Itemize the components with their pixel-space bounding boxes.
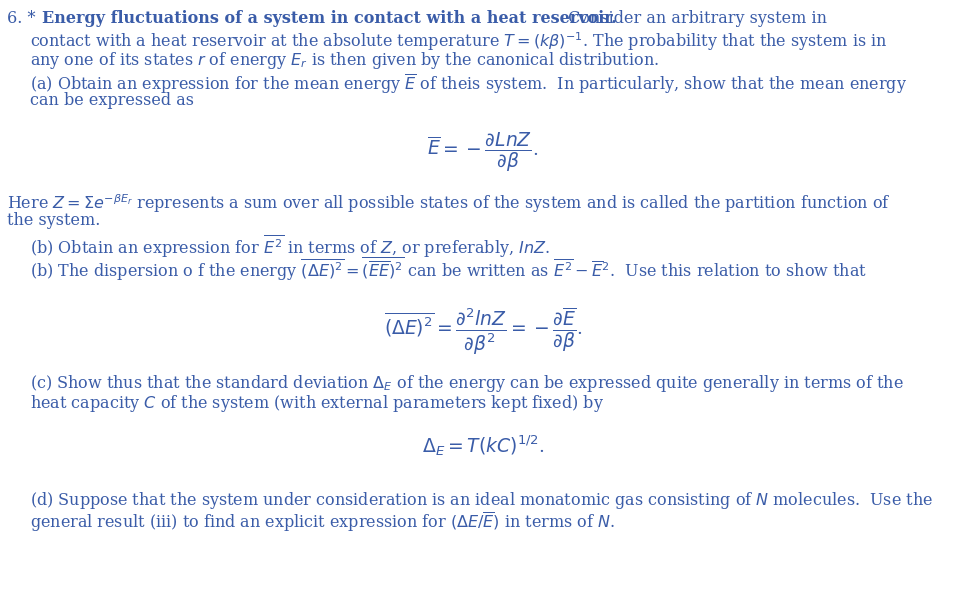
Text: (b) The dispersion o f the energy $\overline{(\Delta E)^2} = \overline{(\overlin: (b) The dispersion o f the energy $\over… [30,255,867,283]
Text: $\Delta_E = T(kC)^{1/2}$.: $\Delta_E = T(kC)^{1/2}$. [422,433,544,458]
Text: (d) Suppose that the system under consideration is an ideal monatomic gas consis: (d) Suppose that the system under consid… [30,490,933,511]
Text: contact with a heat reservoir at the absolute temperature $T = (k\beta)^{-1}$. T: contact with a heat reservoir at the abs… [30,30,888,53]
Text: (c) Show thus that the standard deviation $\Delta_E$ of the energy can be expres: (c) Show thus that the standard deviatio… [30,373,904,394]
Text: the system.: the system. [7,212,101,229]
Text: heat capacity $C$ of the system (with external parameters kept fixed) by: heat capacity $C$ of the system (with ex… [30,393,604,414]
Text: Here $Z = \Sigma e^{-\beta E_r}$ represents a sum over all possible states of th: Here $Z = \Sigma e^{-\beta E_r}$ represe… [7,192,891,215]
Text: Energy fluctuations of a system in contact with a heat reservoir.: Energy fluctuations of a system in conta… [42,10,617,27]
Text: $\overline{E} = -\dfrac{\partial LnZ}{\partial\beta}$.: $\overline{E} = -\dfrac{\partial LnZ}{\p… [427,130,539,174]
Text: any one of its states $r$ of energy $E_r$ is then given by the canonical distrib: any one of its states $r$ of energy $E_r… [30,50,659,71]
Text: can be expressed as: can be expressed as [30,92,194,109]
Text: general result (iii) to find an explicit expression for $(\Delta E/\overline{E}): general result (iii) to find an explicit… [30,510,615,534]
Text: (b) Obtain an expression for $\overline{E^2}$ in terms of $Z$, or preferably, $I: (b) Obtain an expression for $\overline{… [30,233,550,260]
Text: $\overline{(\Delta E)^2} = \dfrac{\partial^2 lnZ}{\partial\beta^2} = -\dfrac{\pa: $\overline{(\Delta E)^2} = \dfrac{\parti… [384,305,582,356]
Text: Consider an arbitrary system in: Consider an arbitrary system in [563,10,827,27]
Text: 6. *: 6. * [7,10,41,27]
Text: (a) Obtain an expression for the mean energy $\overline{E}$ of theis system.  In: (a) Obtain an expression for the mean en… [30,72,907,96]
